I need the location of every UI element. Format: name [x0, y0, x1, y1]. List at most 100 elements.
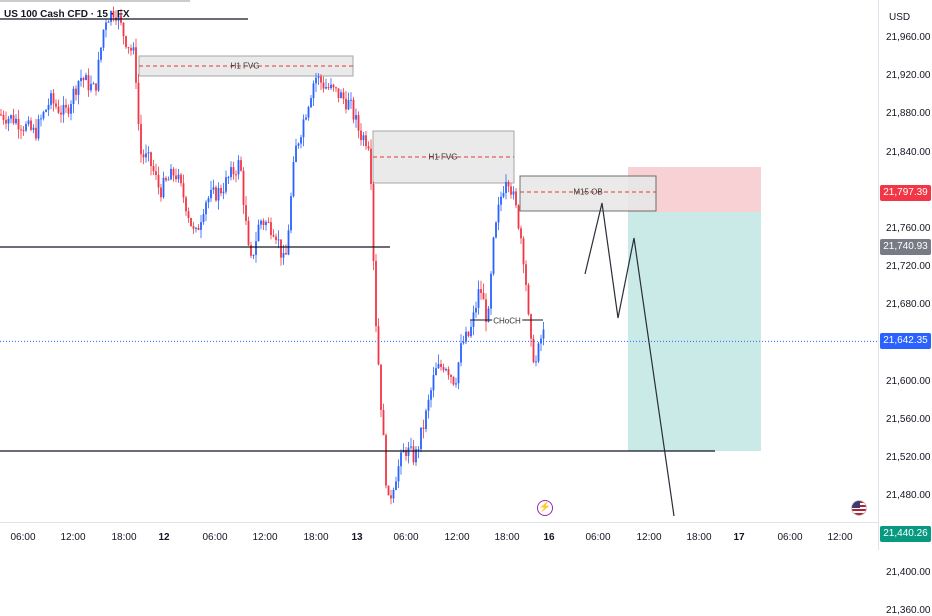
bullish-candle: [265, 222, 267, 225]
bullish-candle: [205, 202, 207, 215]
bullish-candle: [330, 84, 332, 89]
price-tag: 21,642.35: [880, 333, 931, 350]
bearish-candle: [332, 84, 335, 88]
price-axis[interactable]: USD 21,960.00 21,920.00 21,880.00 21,840.00…: [878, 0, 932, 616]
price-tick-label: 21,880.00: [886, 108, 931, 120]
bearish-candle: [185, 197, 187, 212]
m15-ob-label: M15 OB: [573, 187, 603, 197]
bullish-candle: [162, 177, 165, 198]
bearish-candle: [442, 367, 445, 371]
bearish-candle: [510, 186, 512, 195]
bullish-candle: [212, 187, 215, 190]
bullish-candle: [462, 341, 465, 344]
price-tick-label: 21,760.00: [886, 223, 931, 234]
bullish-candle: [72, 88, 75, 105]
time-tick-label: 12:00: [60, 532, 86, 543]
bearish-candle: [412, 446, 415, 463]
chart-area[interactable]: US 100 Cash CFD · 15 · FX H1 FVG H1 FVG …: [0, 0, 878, 522]
price-tick-label: 21,520.00: [886, 452, 931, 464]
choch-label: CHoCH: [492, 316, 522, 326]
bearish-candle: [375, 261, 377, 327]
bearish-candle: [405, 450, 407, 456]
price-tick-label: 21,480.00: [886, 490, 931, 502]
bullish-candle: [310, 98, 312, 108]
bullish-candle: [282, 252, 285, 258]
bearish-candle: [345, 98, 347, 110]
bearish-candle: [190, 218, 192, 227]
time-axis[interactable]: 06:00 12:00 18:00 12 06:00 12:00 18:00 13 06:00 1…: [0, 522, 878, 551]
bullish-candle: [202, 214, 205, 223]
bullish-candle: [107, 21, 110, 23]
bearish-candle: [385, 435, 387, 486]
bullish-candle: [105, 22, 107, 30]
bearish-candle: [422, 427, 425, 429]
bearish-candle: [75, 88, 77, 95]
bullish-candle: [397, 466, 400, 482]
bearish-candle: [127, 47, 130, 49]
bullish-candle: [415, 449, 417, 463]
time-tick-label: 18:00: [303, 532, 329, 543]
bullish-candle: [10, 115, 12, 119]
bearish-candle: [527, 284, 530, 315]
bearish-candle: [272, 235, 275, 237]
bearish-candle: [175, 175, 177, 180]
price-tag: 21,440.26: [880, 526, 931, 543]
bullish-candle: [362, 135, 365, 141]
bullish-candle: [470, 326, 472, 337]
lightning-icon[interactable]: ⚡: [537, 500, 553, 516]
bearish-candle: [530, 314, 532, 339]
projection-path: [584, 202, 675, 517]
bullish-candle: [37, 119, 40, 139]
bearish-candle: [122, 22, 125, 37]
bullish-candle: [495, 222, 497, 238]
bullish-candle: [455, 383, 457, 385]
bearish-candle: [440, 363, 442, 368]
bullish-candle: [492, 237, 495, 274]
price-tick-label: 21,360.00: [886, 605, 931, 616]
bullish-candle: [307, 107, 310, 118]
bearish-candle: [12, 115, 15, 124]
bullish-candle: [305, 117, 307, 120]
bullish-candle: [315, 77, 317, 84]
bullish-candle: [47, 104, 50, 110]
bearish-candle: [390, 495, 392, 499]
bullish-candle: [420, 427, 422, 450]
bullish-candle: [227, 177, 230, 179]
bearish-candle: [220, 187, 222, 194]
time-tick-label: 12:00: [444, 532, 470, 543]
time-tick-label: 17: [733, 532, 745, 543]
bearish-candle: [275, 236, 277, 240]
bullish-candle: [210, 189, 212, 199]
bearish-candle: [155, 171, 157, 176]
price-chart[interactable]: [0, 0, 878, 522]
bullish-candle: [100, 47, 102, 60]
time-tick-label: 06:00: [393, 532, 419, 543]
bearish-candle: [382, 409, 385, 436]
bearish-candle: [215, 187, 217, 201]
bullish-candle: [460, 343, 462, 363]
bullish-candle: [222, 191, 225, 194]
bearish-candle: [87, 75, 90, 91]
bearish-candle: [525, 264, 527, 285]
bearish-candle: [160, 187, 162, 198]
us-flag-icon[interactable]: [851, 500, 867, 516]
bullish-candle: [255, 241, 257, 255]
bearish-candle: [365, 135, 367, 147]
symbol-title: US 100 Cash CFD · 15 · FX: [4, 9, 130, 20]
bullish-candle: [295, 145, 297, 163]
price-tick-label: 21,720.00: [886, 261, 931, 273]
bullish-candle: [277, 239, 280, 241]
bearish-candle: [520, 228, 522, 239]
h1-fvg-mid-label: H1 FVG: [428, 152, 458, 162]
bearish-candle: [507, 182, 510, 187]
bullish-candle: [80, 77, 82, 82]
top-box-edge: [0, 0, 190, 2]
bearish-candle: [140, 123, 142, 155]
bullish-candle: [25, 124, 27, 131]
bullish-candle: [207, 198, 210, 203]
bullish-candle: [92, 83, 95, 85]
bullish-candle: [15, 118, 17, 124]
bullish-candle: [97, 59, 100, 91]
bullish-candle: [300, 137, 302, 144]
bearish-candle: [22, 129, 25, 131]
